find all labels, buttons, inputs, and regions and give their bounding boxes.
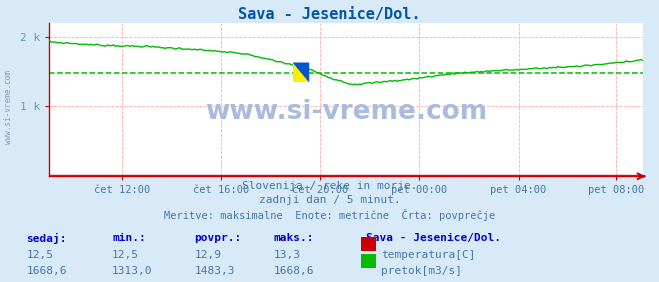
Text: min.:: min.: [112,233,146,243]
Text: sedaj:: sedaj: [26,233,67,244]
Text: 1668,6: 1668,6 [26,266,67,276]
Text: zadnji dan / 5 minut.: zadnji dan / 5 minut. [258,195,401,205]
Text: 12,9: 12,9 [194,250,221,259]
Text: Sava - Jesenice/Dol.: Sava - Jesenice/Dol. [239,7,420,22]
Polygon shape [293,63,309,83]
Text: pretok[m3/s]: pretok[m3/s] [381,266,462,276]
Text: Sava - Jesenice/Dol.: Sava - Jesenice/Dol. [366,233,501,243]
Text: maks.:: maks.: [273,233,314,243]
Text: povpr.:: povpr.: [194,233,242,243]
FancyBboxPatch shape [293,63,309,83]
Text: www.si-vreme.com: www.si-vreme.com [4,70,13,144]
Text: 1483,3: 1483,3 [194,266,235,276]
Text: 12,5: 12,5 [26,250,53,259]
Text: 1313,0: 1313,0 [112,266,152,276]
Text: 13,3: 13,3 [273,250,301,259]
Text: Slovenija / reke in morje.: Slovenija / reke in morje. [242,181,417,191]
Text: temperatura[C]: temperatura[C] [381,250,475,259]
Text: 1668,6: 1668,6 [273,266,314,276]
Text: 12,5: 12,5 [112,250,139,259]
Text: Meritve: maksimalne  Enote: metrične  Črta: povprečje: Meritve: maksimalne Enote: metrične Črta… [164,209,495,221]
Text: www.si-vreme.com: www.si-vreme.com [205,99,487,125]
